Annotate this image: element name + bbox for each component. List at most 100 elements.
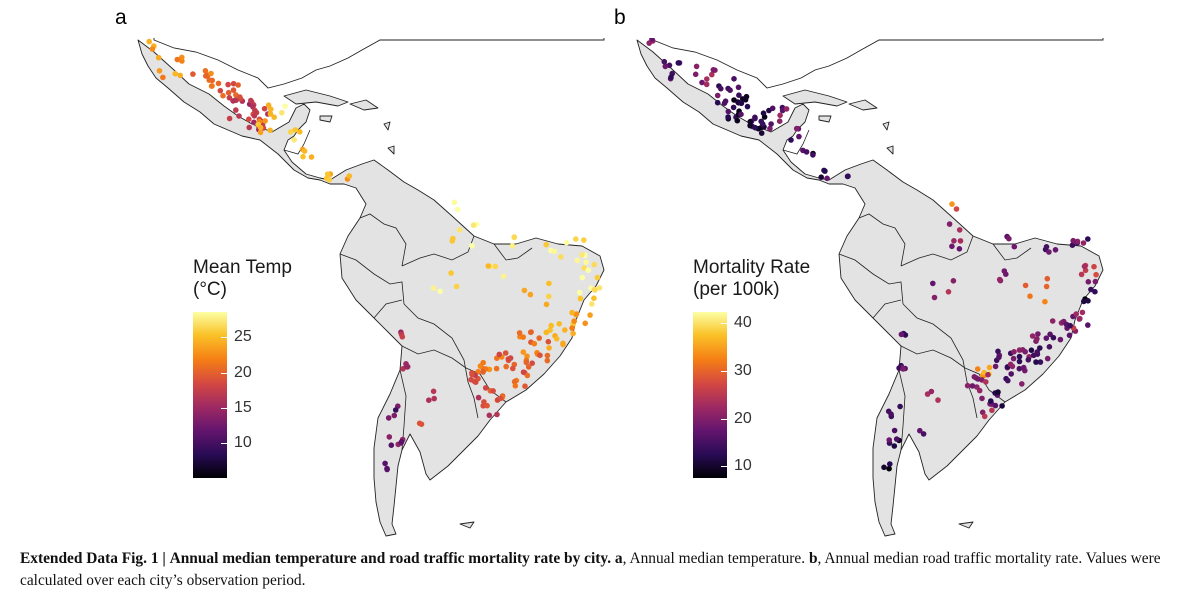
land-shape bbox=[137, 39, 605, 537]
city-point bbox=[767, 125, 773, 132]
city-point bbox=[1028, 347, 1035, 354]
island-shape bbox=[387, 145, 395, 155]
country-border bbox=[401, 235, 475, 267]
country-border bbox=[900, 235, 974, 267]
city-point bbox=[1092, 278, 1099, 285]
city-point bbox=[346, 173, 353, 179]
city-point bbox=[1049, 318, 1056, 324]
city-point bbox=[527, 329, 534, 336]
city-point bbox=[558, 254, 564, 260]
city-point bbox=[569, 325, 575, 331]
country-border bbox=[373, 299, 403, 319]
city-point bbox=[731, 97, 737, 103]
caption-a-text: , Annual median temperature. bbox=[622, 550, 806, 567]
city-point bbox=[783, 106, 790, 112]
caption-label: Extended Data Fig. 1 | bbox=[20, 550, 166, 567]
city-point bbox=[480, 359, 487, 366]
city-point bbox=[1081, 263, 1088, 270]
city-point bbox=[486, 412, 493, 419]
city-point bbox=[699, 79, 705, 86]
city-point bbox=[1066, 332, 1073, 339]
city-point bbox=[734, 117, 741, 124]
city-point bbox=[725, 114, 731, 120]
city-point bbox=[416, 420, 423, 427]
city-point bbox=[230, 87, 237, 93]
city-point bbox=[384, 466, 390, 473]
city-point bbox=[589, 301, 595, 307]
city-point bbox=[1046, 249, 1052, 255]
city-point bbox=[945, 289, 952, 295]
city-point bbox=[777, 112, 783, 119]
caption-a-label: a bbox=[614, 550, 623, 567]
city-point bbox=[662, 63, 669, 70]
city-point bbox=[579, 274, 586, 281]
city-point bbox=[326, 177, 333, 183]
legend-tick: 10 bbox=[721, 457, 752, 474]
city-point bbox=[988, 398, 994, 404]
city-point bbox=[300, 153, 306, 160]
city-point bbox=[992, 402, 999, 409]
city-point bbox=[1052, 247, 1059, 253]
city-point bbox=[545, 338, 552, 345]
city-point bbox=[573, 236, 579, 242]
city-point bbox=[996, 276, 1003, 283]
north-america-outline bbox=[652, 38, 1104, 89]
mortality-map bbox=[636, 38, 1104, 537]
city-point bbox=[661, 58, 668, 65]
city-point bbox=[1034, 349, 1040, 355]
city-point bbox=[920, 431, 927, 437]
city-point bbox=[470, 222, 477, 228]
city-point bbox=[703, 81, 710, 88]
city-point bbox=[956, 246, 963, 252]
country-border bbox=[493, 243, 533, 261]
island-shape bbox=[818, 115, 832, 123]
city-point bbox=[308, 154, 315, 160]
city-point bbox=[736, 92, 742, 98]
city-point bbox=[845, 173, 851, 179]
city-point bbox=[485, 263, 492, 269]
city-point bbox=[548, 322, 554, 329]
city-point bbox=[768, 121, 774, 127]
city-point bbox=[989, 407, 995, 414]
city-point bbox=[950, 278, 957, 284]
city-point bbox=[1029, 333, 1036, 339]
city-point bbox=[527, 291, 534, 298]
city-point bbox=[581, 237, 587, 243]
island-shape bbox=[283, 89, 349, 107]
city-point bbox=[1057, 336, 1064, 343]
city-point bbox=[206, 77, 212, 83]
city-point bbox=[931, 294, 938, 301]
city-point bbox=[1080, 240, 1087, 246]
city-point bbox=[524, 372, 531, 379]
city-point bbox=[543, 241, 549, 248]
city-point bbox=[553, 336, 560, 342]
city-point bbox=[1043, 335, 1050, 342]
city-point bbox=[583, 259, 589, 265]
city-point bbox=[1074, 238, 1081, 245]
colorbar bbox=[693, 312, 727, 478]
city-point bbox=[974, 366, 981, 372]
city-point bbox=[1016, 358, 1023, 365]
city-point bbox=[710, 67, 717, 73]
city-point bbox=[160, 74, 166, 81]
city-point bbox=[1042, 298, 1048, 305]
city-point bbox=[1006, 235, 1012, 242]
city-point bbox=[693, 63, 700, 70]
city-point bbox=[498, 395, 504, 402]
city-point bbox=[543, 301, 550, 308]
city-point bbox=[1011, 349, 1017, 355]
city-point bbox=[448, 270, 454, 276]
city-point bbox=[209, 83, 215, 89]
country-border bbox=[467, 381, 479, 419]
city-point bbox=[399, 334, 406, 340]
city-point bbox=[562, 327, 568, 333]
city-point bbox=[709, 71, 715, 78]
city-point bbox=[246, 116, 252, 122]
city-point bbox=[536, 335, 542, 341]
city-point bbox=[1035, 331, 1041, 337]
city-point bbox=[271, 114, 277, 120]
city-point bbox=[537, 352, 543, 359]
island-shape bbox=[886, 145, 894, 155]
city-point bbox=[556, 321, 562, 327]
city-point bbox=[1073, 311, 1079, 317]
